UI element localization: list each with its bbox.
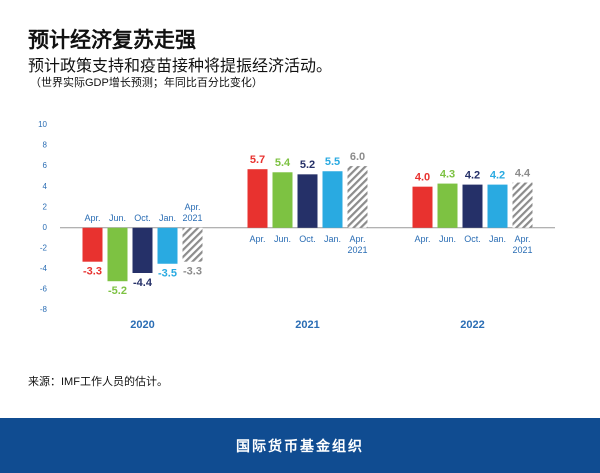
bar bbox=[182, 227, 203, 262]
footer: 国际货币基金组织 bbox=[236, 438, 364, 454]
series-label: Apr. 2021 bbox=[182, 201, 203, 223]
series-label: Jan. bbox=[158, 212, 176, 223]
series-label: Apr. 2021 bbox=[512, 233, 533, 255]
y-tick-label: -8 bbox=[40, 305, 48, 314]
series-label: Oct. bbox=[134, 212, 151, 223]
series-label: Apr. bbox=[414, 233, 431, 244]
bar bbox=[437, 183, 458, 228]
bar bbox=[487, 184, 508, 228]
value-label: 4.2 bbox=[490, 170, 505, 182]
bar bbox=[107, 227, 128, 282]
series-label: Jun. bbox=[438, 233, 456, 244]
value-label: 4.3 bbox=[440, 168, 455, 180]
bar bbox=[462, 184, 483, 228]
y-tick-label: 10 bbox=[38, 120, 47, 129]
bar bbox=[297, 174, 318, 228]
x-category-label: 2020 bbox=[130, 319, 154, 331]
value-label: -3.5 bbox=[158, 268, 177, 280]
bar bbox=[157, 227, 178, 264]
series-label: Oct. bbox=[299, 233, 316, 244]
y-tick-label: 4 bbox=[43, 182, 48, 191]
y-tick-label: -6 bbox=[40, 285, 48, 294]
series-label: Oct. bbox=[464, 233, 481, 244]
value-label: -3.3 bbox=[83, 266, 102, 278]
y-tick-label: 8 bbox=[43, 141, 48, 150]
x-category-label: 2021 bbox=[295, 319, 319, 331]
value-label: 4.4 bbox=[515, 167, 531, 179]
bar bbox=[247, 169, 268, 228]
value-label: 5.7 bbox=[250, 154, 265, 166]
value-label: -5.2 bbox=[108, 285, 127, 297]
y-tick-label: 0 bbox=[43, 223, 48, 232]
value-label: 4.0 bbox=[415, 172, 430, 184]
value-label: 5.4 bbox=[275, 157, 291, 169]
y-tick-label: -2 bbox=[40, 243, 48, 252]
bar bbox=[82, 227, 103, 262]
value-label: 5.2 bbox=[300, 159, 315, 171]
y-tick-label: -4 bbox=[40, 264, 48, 273]
bar bbox=[412, 186, 433, 228]
series-label: Apr. bbox=[84, 212, 101, 223]
series-label: Apr. bbox=[249, 233, 266, 244]
x-category-label: 2022 bbox=[460, 319, 484, 331]
series-label: Jan. bbox=[488, 233, 506, 244]
bar bbox=[272, 172, 293, 228]
y-tick-label: 2 bbox=[43, 202, 48, 211]
value-label: 5.5 bbox=[325, 156, 340, 168]
bar bbox=[132, 227, 153, 273]
y-tick-label: 6 bbox=[43, 161, 48, 170]
series-label: Apr. 2021 bbox=[347, 233, 368, 255]
source: 来源：IMF工作人员的估计。 bbox=[28, 376, 168, 388]
note: （世界实际GDP增长预测；年同比百分比变化） bbox=[30, 77, 263, 89]
series-label: Jan. bbox=[323, 233, 341, 244]
value-label: -4.4 bbox=[133, 277, 153, 289]
bar bbox=[512, 182, 533, 228]
series-label: Jun. bbox=[108, 212, 126, 223]
bar bbox=[322, 171, 343, 228]
footer-band bbox=[0, 418, 600, 473]
series-label: Jun. bbox=[273, 233, 291, 244]
value-label: 6.0 bbox=[350, 151, 365, 163]
bar bbox=[347, 166, 368, 228]
subtitle: 预计政策支持和疫苗接种将提振经济活动。 bbox=[28, 58, 333, 75]
title: 预计经济复苏走强 bbox=[28, 29, 196, 52]
value-label: 4.2 bbox=[465, 170, 480, 182]
value-label: -3.3 bbox=[183, 266, 202, 278]
